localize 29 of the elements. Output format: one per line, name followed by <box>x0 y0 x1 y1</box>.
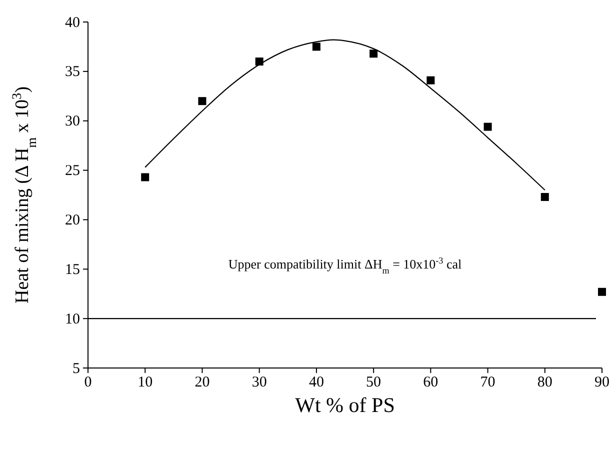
x-tick-label: 50 <box>366 374 382 391</box>
point <box>370 50 378 58</box>
x-tick-label: 0 <box>84 374 92 391</box>
y-tick-label: 15 <box>65 262 80 278</box>
x-tick-label: 60 <box>423 374 438 391</box>
line-series <box>144 39 546 191</box>
x-tick-label: 70 <box>480 374 496 391</box>
x-axis-title: Wt % of PS <box>295 393 395 417</box>
point <box>312 42 320 51</box>
ref-line-label: Upper compatibility limit ΔH$_{m}$ = 10x10$^{-3}$ cal <box>228 256 462 276</box>
y-tick-label: 20 <box>65 212 80 229</box>
x-tick-label: 30 <box>252 374 267 391</box>
y-tick-label: 25 <box>65 163 80 180</box>
point <box>598 288 606 296</box>
y-tick-label: 30 <box>65 114 80 130</box>
x-tick-label: 90 <box>594 374 610 391</box>
y-tick-label: 35 <box>65 64 80 80</box>
x-tick-label: 20 <box>194 374 210 391</box>
point <box>540 192 549 201</box>
point <box>198 97 206 106</box>
x-tick-label: 10 <box>138 374 153 391</box>
point <box>141 173 150 182</box>
y-tick-label: 10 <box>65 311 80 328</box>
point <box>484 122 492 131</box>
y-tick-label: 5 <box>72 360 80 377</box>
y-tick-label: 40 <box>65 14 80 31</box>
x-tick-label: 80 <box>537 374 552 391</box>
x-tick-label: 40 <box>308 374 324 391</box>
point <box>426 76 435 84</box>
